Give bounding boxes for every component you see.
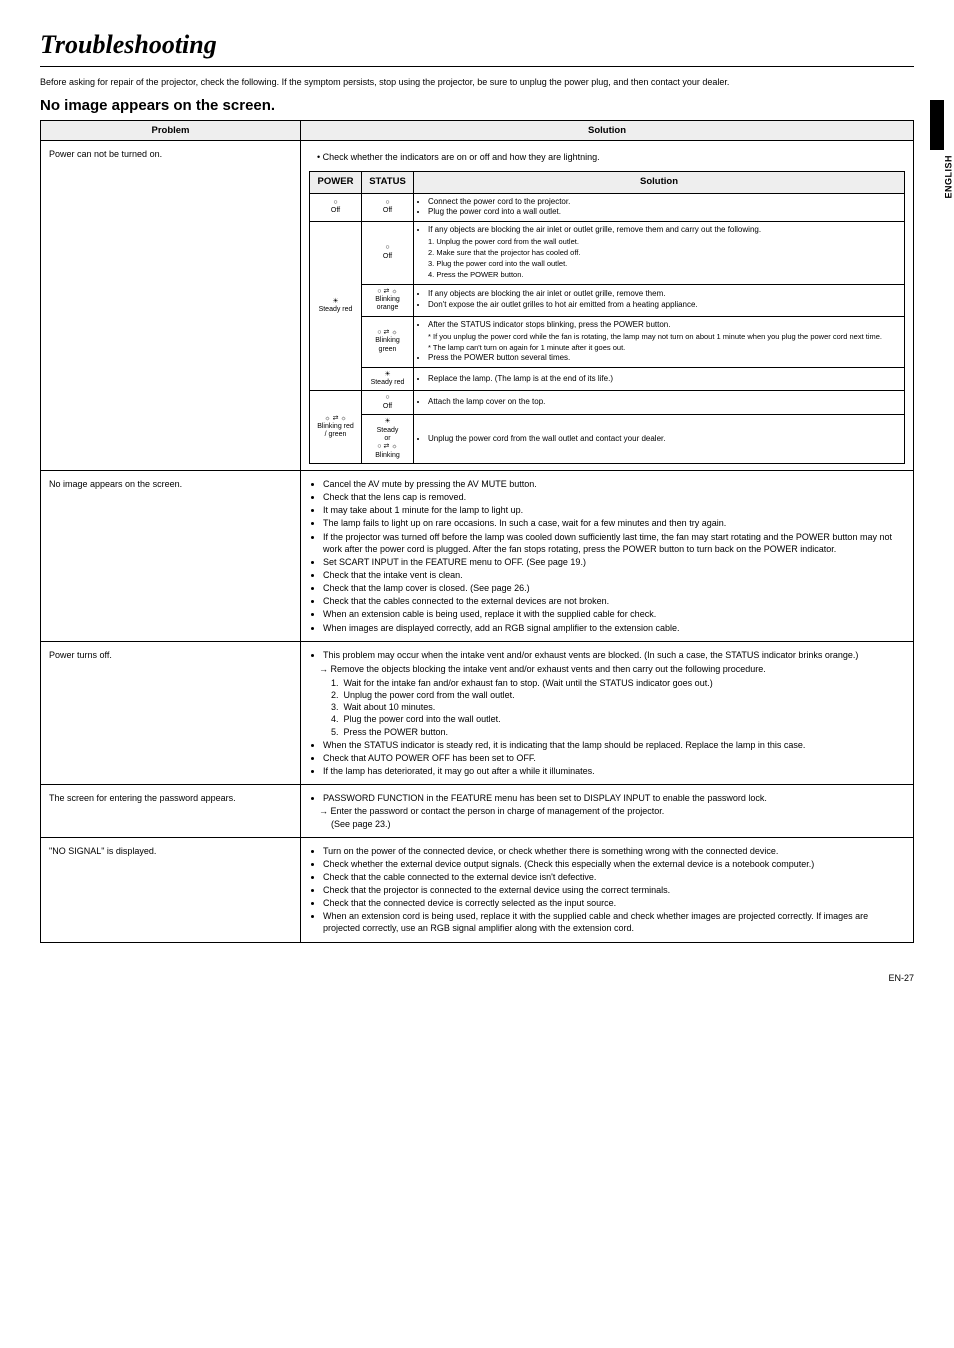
numbered-item: 2. Unplug the power cord from the wall o… (331, 689, 905, 701)
power-indicator: ☼ ⇄ ☼ Blinking red / green (310, 391, 362, 464)
see-note: (See page 23.) (309, 818, 905, 830)
col-header-solution: Solution (301, 120, 914, 140)
inner-solution: If any objects are blocking the air inle… (414, 284, 905, 316)
troubleshooting-table: Problem Solution Power can not be turned… (40, 120, 914, 943)
solution-item: When images are displayed correctly, add… (323, 622, 905, 634)
solution-item: Check that the intake vent is clean. (323, 569, 905, 581)
power-indicator: ○ Off (310, 193, 362, 222)
solution-item: Attach the lamp cover on the top. (428, 397, 900, 408)
col-header-problem: Problem (41, 120, 301, 140)
inner-solution: Unplug the power cord from the wall outl… (414, 415, 905, 464)
page-footer: EN-27 (40, 973, 914, 983)
sub-step: 4. Press the POWER button. (428, 270, 900, 280)
solution-cell: Check whether the indicators are on or o… (301, 140, 914, 470)
sub-step: 3. Plug the power cord into the wall out… (428, 259, 900, 269)
numbered-item: 4. Plug the power cord into the wall out… (331, 713, 905, 725)
solution-item: When an extension cable is being used, r… (323, 608, 905, 620)
status-indicator: ○ Off (362, 222, 414, 284)
numbered-item: 5. Press the POWER button. (331, 726, 905, 738)
problem-cell: Power can not be turned on. (41, 140, 301, 470)
side-language-bar (930, 100, 944, 150)
status-indicator: ☀ Steady or ○ ⇄ ☼ Blinking (362, 415, 414, 464)
inner-solution: Attach the lamp cover on the top. (414, 391, 905, 415)
solution-item: Check that the lamp cover is closed. (Se… (323, 582, 905, 594)
solution-cell: This problem may occur when the intake v… (301, 641, 914, 784)
table-row: Power can not be turned on. Check whethe… (41, 140, 914, 470)
sub-step: 1. Unplug the power cord from the wall o… (428, 237, 900, 247)
arrow-item: → Enter the password or contact the pers… (309, 805, 905, 817)
section-heading: No image appears on the screen. (40, 97, 914, 114)
status-indicator: ○ ⇄ ☼ Blinking green (362, 316, 414, 367)
solution-item: Replace the lamp. (The lamp is at the en… (428, 374, 900, 385)
inner-solution: After the STATUS indicator stops blinkin… (414, 316, 905, 367)
solution-item: Check whether the external device output… (323, 858, 905, 870)
problem-cell: The screen for entering the password app… (41, 785, 301, 837)
solution-item: PASSWORD FUNCTION in the FEATURE menu ha… (323, 792, 905, 804)
solution-item: This problem may occur when the intake v… (323, 649, 905, 661)
solution-cell: Turn on the power of the connected devic… (301, 837, 914, 942)
page-title: Troubleshooting (40, 30, 914, 67)
problem-cell: Power turns off. (41, 641, 301, 784)
solution-item: Check that AUTO POWER OFF has been set t… (323, 752, 905, 764)
side-language-label: ENGLISH (944, 155, 954, 199)
solution-item: Check that the cables connected to the e… (323, 595, 905, 607)
solution-item: Press the POWER button several times. (428, 353, 900, 364)
status-indicator: ○ ⇄ ☼ Blinking orange (362, 284, 414, 316)
intro-text: Before asking for repair of the projecto… (40, 77, 914, 89)
solution-item: Turn on the power of the connected devic… (323, 845, 905, 857)
problem-cell: No image appears on the screen. (41, 471, 301, 642)
status-indicator: ○ Off (362, 193, 414, 222)
solution-item: Cancel the AV mute by pressing the AV MU… (323, 478, 905, 490)
sub-step: * If you unplug the power cord while the… (428, 332, 900, 342)
solution-item: The lamp fails to light up on rare occas… (323, 517, 905, 529)
power-indicator: ☀ Steady red (310, 222, 362, 391)
table-row: The screen for entering the password app… (41, 785, 914, 837)
indicator-table: POWER STATUS Solution ○ Off ○ Off Connec… (309, 171, 905, 464)
solution-cell: Cancel the AV mute by pressing the AV MU… (301, 471, 914, 642)
solution-item: After the STATUS indicator stops blinkin… (428, 320, 900, 331)
solution-item: Plug the power cord into a wall outlet. (428, 207, 900, 218)
solution-item: If the projector was turned off before t… (323, 531, 905, 555)
problem-cell: "NO SIGNAL" is displayed. (41, 837, 301, 942)
inner-solution: If any objects are blocking the air inle… (414, 222, 905, 284)
inner-header-power: POWER (310, 171, 362, 193)
solution-item: When the STATUS indicator is steady red,… (323, 739, 905, 751)
inner-header-status: STATUS (362, 171, 414, 193)
solution-item: Check that the lens cap is removed. (323, 491, 905, 503)
solution-item: When an extension cord is being used, re… (323, 910, 905, 934)
numbered-list: 1. Wait for the intake fan and/or exhaus… (309, 677, 905, 738)
sub-step: 2. Make sure that the projector has cool… (428, 248, 900, 258)
status-indicator: ○ Off (362, 391, 414, 415)
sub-step: * The lamp can't turn on again for 1 min… (428, 343, 900, 353)
solution-item: Don't expose the air outlet grilles to h… (428, 300, 900, 311)
solution-cell: PASSWORD FUNCTION in the FEATURE menu ha… (301, 785, 914, 837)
arrow-item: → Remove the objects blocking the intake… (309, 663, 905, 675)
inner-solution: Connect the power cord to the projector.… (414, 193, 905, 222)
table-row: "NO SIGNAL" is displayed. Turn on the po… (41, 837, 914, 942)
solution-item: Set SCART INPUT in the FEATURE menu to O… (323, 556, 905, 568)
solution-item: Unplug the power cord from the wall outl… (428, 434, 900, 445)
solution-item: If the lamp has deteriorated, it may go … (323, 765, 905, 777)
solution-item: Connect the power cord to the projector. (428, 197, 900, 208)
solution-item: Check that the connected device is corre… (323, 897, 905, 909)
solution-item: Check that the cable connected to the ex… (323, 871, 905, 883)
inner-solution: Replace the lamp. (The lamp is at the en… (414, 367, 905, 391)
numbered-item: 1. Wait for the intake fan and/or exhaus… (331, 677, 905, 689)
inner-header-solution: Solution (414, 171, 905, 193)
solution-item: It may take about 1 minute for the lamp … (323, 504, 905, 516)
solution-item: Check that the projector is connected to… (323, 884, 905, 896)
solution-item: If any objects are blocking the air inle… (428, 225, 900, 236)
status-indicator: ☀ Steady red (362, 367, 414, 391)
table-row: Power turns off. This problem may occur … (41, 641, 914, 784)
numbered-item: 3. Wait about 10 minutes. (331, 701, 905, 713)
check-line: Check whether the indicators are on or o… (309, 147, 905, 167)
table-row: No image appears on the screen. Cancel t… (41, 471, 914, 642)
solution-item: If any objects are blocking the air inle… (428, 289, 900, 300)
